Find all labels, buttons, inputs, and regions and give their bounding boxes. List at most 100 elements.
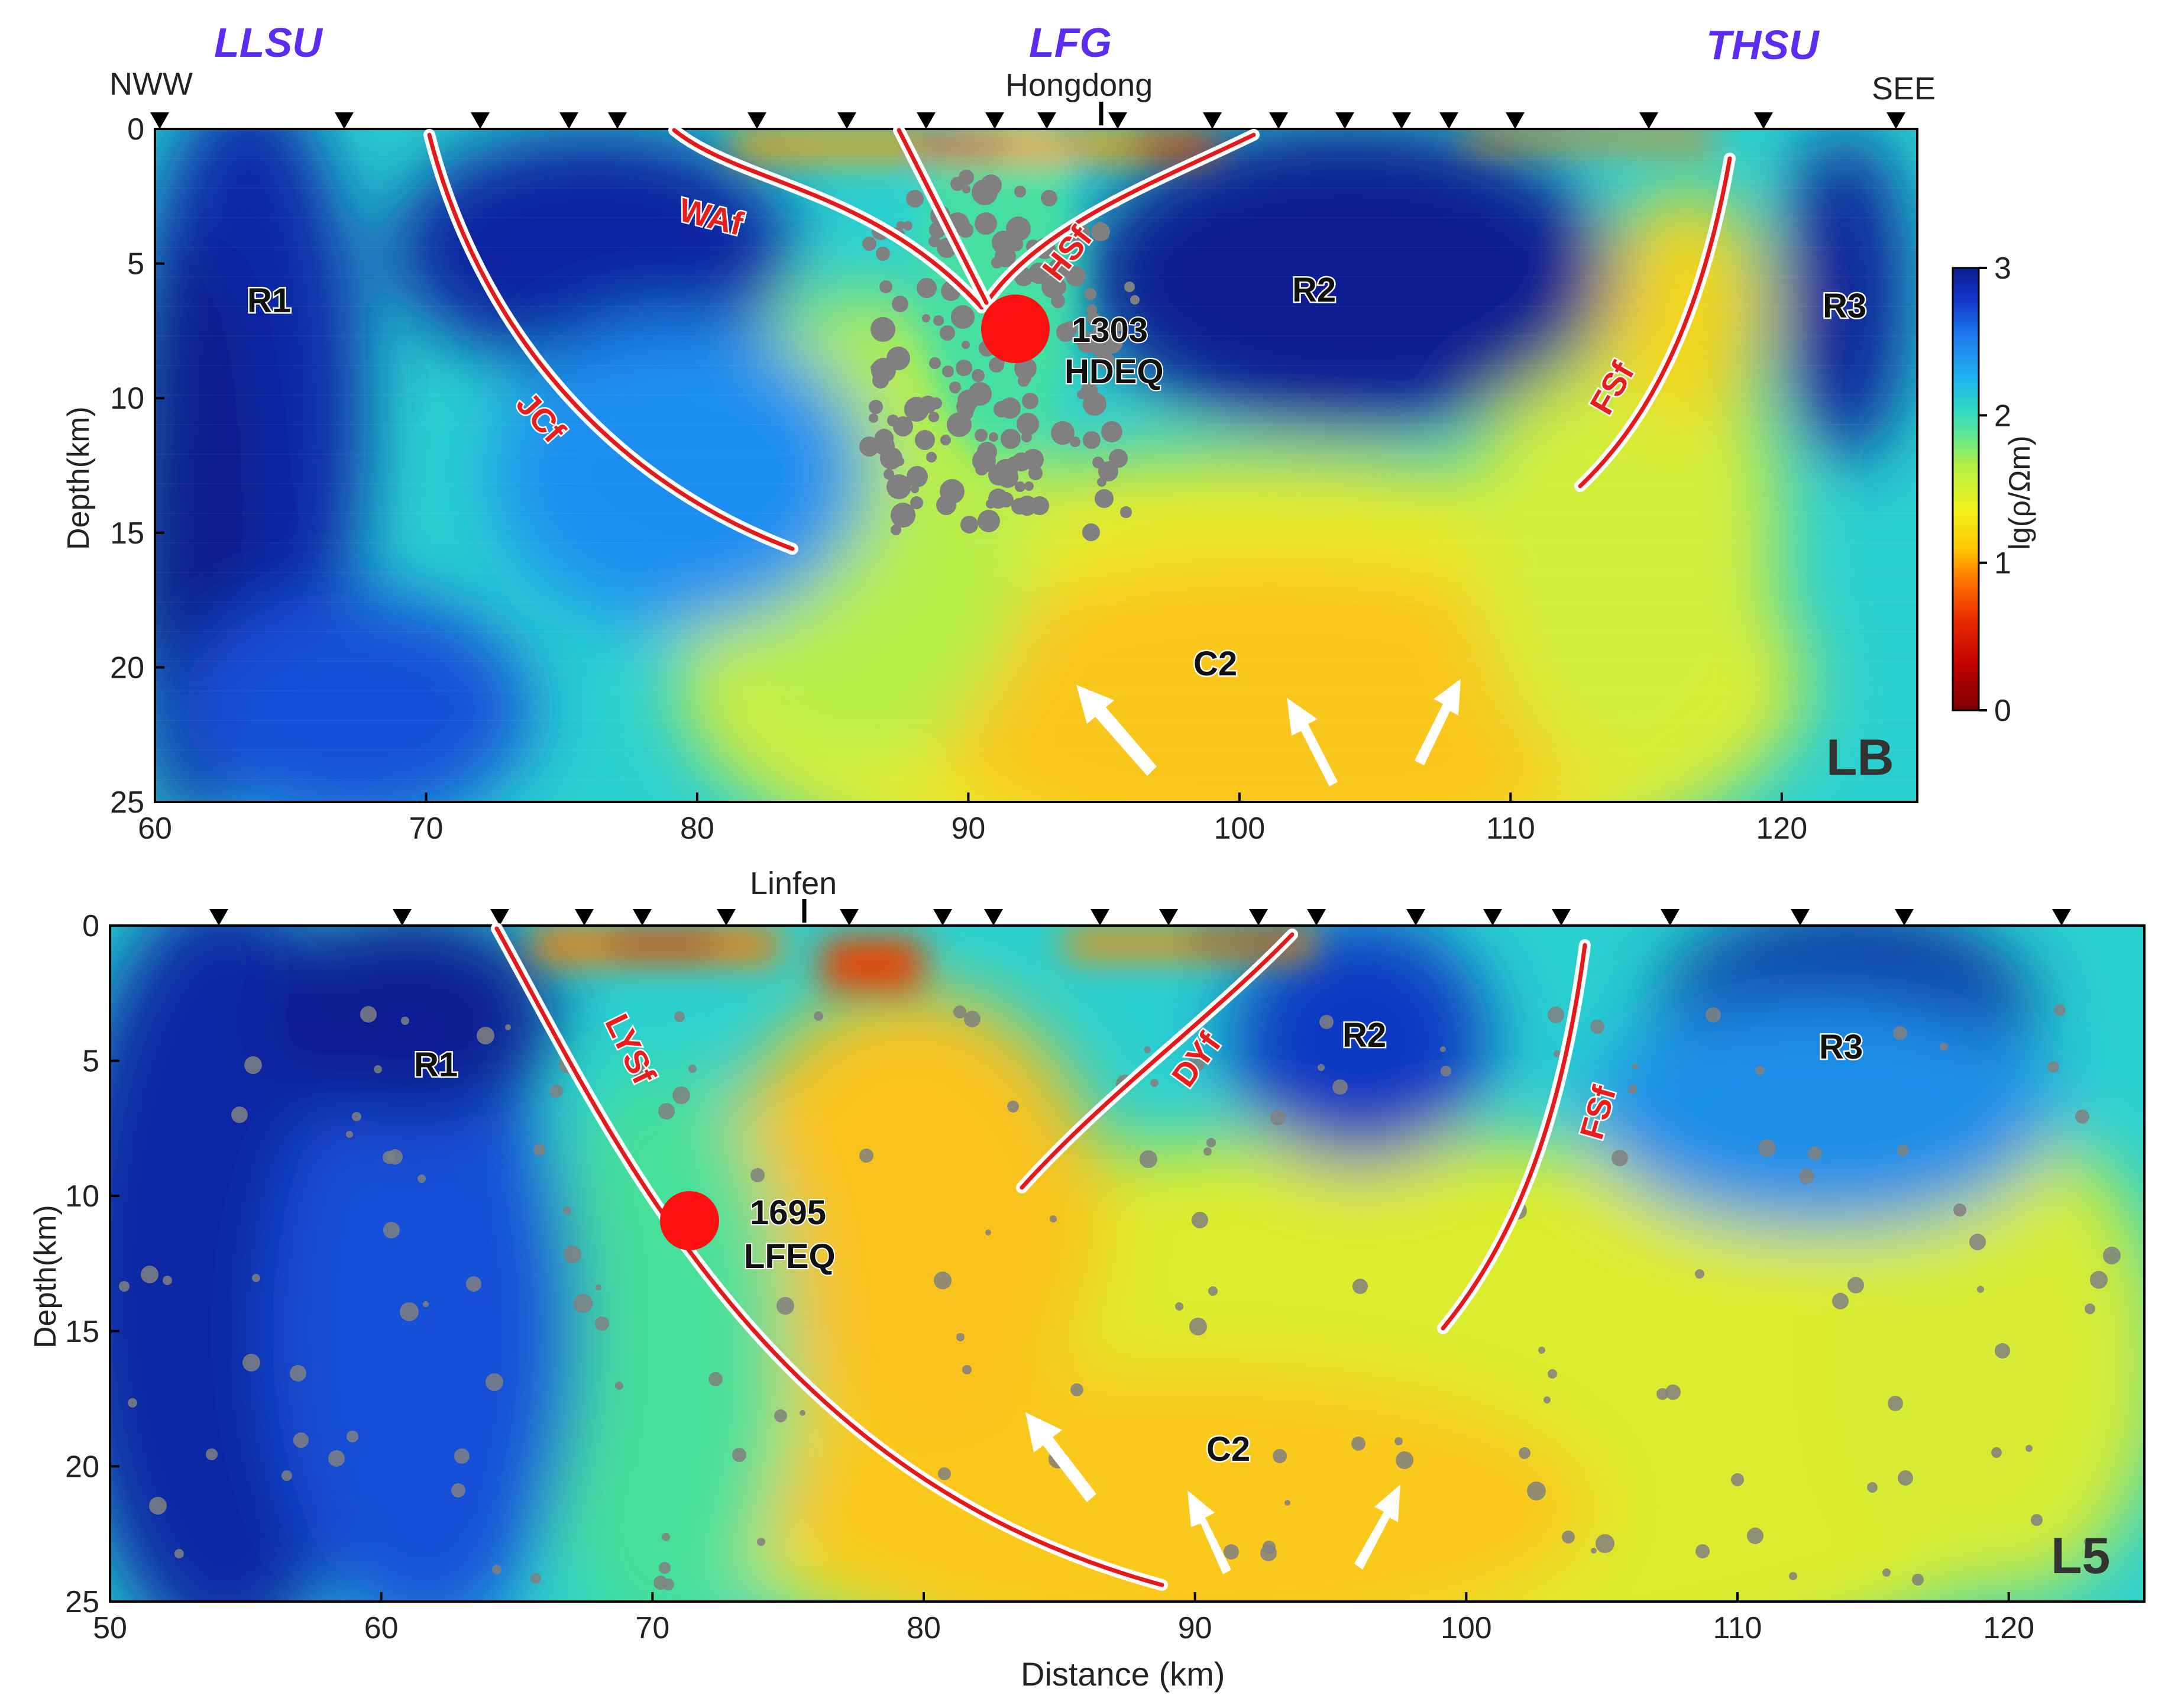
earthquake-name-lfeq: LFEQ (744, 1237, 836, 1276)
station-icon (575, 909, 594, 926)
fault-line-dyf (1016, 929, 1298, 1193)
station-icon (1639, 112, 1658, 129)
station-icon (490, 909, 509, 926)
seismic-event (1095, 489, 1114, 508)
seismic-event (917, 278, 937, 298)
seismic-event (1396, 1451, 1413, 1469)
station-icon (1506, 112, 1525, 129)
seismic-event (1612, 1150, 1628, 1166)
seismic-event (533, 1144, 545, 1156)
earthquake-year-lfeq: 1695 (750, 1193, 826, 1232)
seismic-event (1832, 1293, 1849, 1309)
seismic-event (1111, 318, 1125, 332)
seismic-event (1203, 1147, 1212, 1156)
direction-see: SEE (1872, 71, 1936, 106)
seismic-event (972, 369, 985, 382)
seismic-event (1022, 393, 1038, 409)
seismic-event (947, 412, 972, 437)
seismic-event (992, 231, 1015, 254)
seismic-event (999, 397, 1021, 419)
seismic-event (1352, 1279, 1368, 1294)
seismic-event (1192, 1212, 1208, 1228)
colorbar-bar (1952, 267, 1980, 711)
x-tick-label: 90 (1178, 1611, 1212, 1645)
colorbar: 0 1 2 3 lg(ρ/Ωm) (1952, 251, 2036, 728)
seismic-event (928, 412, 939, 422)
seismic-event (1208, 1286, 1218, 1296)
seismic-event (1188, 1055, 1205, 1072)
seismic-event (986, 499, 995, 509)
seismic-event (141, 1266, 158, 1283)
seismic-event (1888, 1396, 1903, 1411)
seismic-event (1554, 1050, 1561, 1057)
seismic-event (1977, 1286, 1984, 1293)
seismic-event (1893, 1026, 1907, 1040)
station-icon (633, 909, 652, 926)
seismic-event (2054, 1004, 2066, 1016)
seismic-event (1092, 341, 1108, 357)
seismic-event (929, 357, 941, 369)
seismic-event (1527, 1481, 1546, 1500)
seismic-event (1747, 1528, 1763, 1544)
seismic-event (659, 1562, 671, 1574)
stations-lb (150, 112, 1905, 129)
seismic-event (252, 1274, 260, 1282)
seismic-event (1001, 429, 1021, 449)
faults-l5 (491, 923, 1591, 1591)
station-icon (1108, 112, 1127, 129)
seismic-event (1014, 186, 1026, 198)
seismic-event (915, 430, 935, 450)
seismic-event (149, 1497, 167, 1515)
station-icon (2052, 909, 2071, 926)
fault-line-fsf-lb (1574, 153, 1736, 492)
seismic-event (1083, 392, 1106, 416)
seismic-event (244, 1056, 262, 1074)
seismic-event (1092, 323, 1112, 343)
seismic-event (1897, 1144, 1909, 1156)
direction-nww: NWW (109, 66, 193, 102)
seismic-event (1101, 421, 1122, 442)
seismic-event (871, 317, 895, 342)
seismic-event (933, 315, 944, 326)
seismic-event (928, 235, 940, 247)
seismic-event (959, 170, 974, 185)
seismic-event (871, 364, 879, 372)
station-icon (150, 112, 169, 129)
panel-label-lb: LB (1826, 729, 1894, 786)
seismic-event (869, 413, 878, 423)
seismic-event (163, 1276, 172, 1285)
seismic-event (1085, 288, 1096, 300)
y-tick-label: 5 (82, 1044, 99, 1079)
seismic-event (1263, 1541, 1276, 1554)
seismic-event (492, 1565, 501, 1574)
seismic-event (1847, 1277, 1864, 1293)
seismic-event (1319, 1015, 1334, 1029)
resistivity-model-l5 (110, 926, 2144, 1602)
station-icon (209, 909, 228, 926)
seismic-event (1665, 1384, 1681, 1400)
seismic-event (991, 257, 1003, 269)
seismic-event (293, 1432, 309, 1448)
seismic-event (859, 436, 879, 457)
seismic-event (1758, 1139, 1776, 1157)
seismic-event (2103, 1247, 2121, 1264)
seismic-event (940, 435, 951, 445)
station-icon (559, 112, 578, 129)
axes-frame-lb (154, 128, 1918, 803)
seismic-event (757, 1538, 765, 1546)
seismic-event (862, 237, 876, 251)
seismic-event (2047, 1061, 2059, 1073)
seismic-event (1953, 1204, 1966, 1217)
x-tick-label: 60 (364, 1611, 399, 1645)
seismic-event (875, 436, 895, 456)
seismic-event (1070, 436, 1080, 447)
y-tick-label: 25 (110, 785, 144, 820)
seismic-event (1120, 506, 1132, 518)
seismic-event (1562, 1531, 1575, 1544)
seismic-event (401, 1017, 409, 1025)
y-tick-label: 10 (65, 1179, 99, 1214)
earthquake-year-hdeq: 1303 (1072, 311, 1148, 350)
seismic-event (1086, 305, 1097, 315)
seismic-event (910, 496, 923, 509)
station-icon (393, 909, 412, 926)
